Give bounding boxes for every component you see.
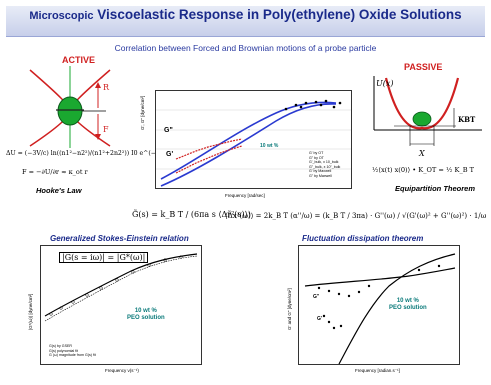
plot-br-svg xyxy=(304,253,456,365)
plot-top-frame: G" G' 10 wt % G' by OT G" by OT G'_bulk,… xyxy=(155,90,352,189)
passive-bead xyxy=(412,111,432,127)
plot-bl-svg xyxy=(44,253,198,322)
concentration-top: 10 wt % xyxy=(260,143,279,149)
equipartition-caption: Equipartition Theorem xyxy=(395,184,476,193)
curve-Gp-maxwell xyxy=(160,103,337,187)
legend-top-1: G" by OT xyxy=(309,155,324,160)
fdt-points xyxy=(317,264,441,330)
equation-gser: G̃(s) = k_B T / (6πa s ⟨Δr̃²(s)⟩) xyxy=(132,210,251,219)
gser-caption: Generalized Stokes-Einstein relation xyxy=(50,234,189,243)
plot-br-frame: G" G' 10 wt % PEO solution xyxy=(298,245,460,365)
potential-curve xyxy=(384,77,460,130)
label-X: X xyxy=(418,149,425,158)
legend-bl-2: G (ω) magnitude from G(s) fit xyxy=(49,353,96,357)
arrowhead-R xyxy=(95,82,101,88)
legend-top-3: G"_bulk, x 10"_bulk xyxy=(309,164,341,169)
curve-Gp-bulk xyxy=(175,145,243,174)
solution-bl: PEO solution xyxy=(127,315,165,321)
equation-potential: ΔU = (−3V/c) ln((n1²−n2²)/(n1²+2n2²)) I0… xyxy=(6,150,172,157)
active-label: ACTIVE xyxy=(62,55,96,65)
xlabel-bl: Frequency ν(s⁻¹) xyxy=(105,368,139,373)
optical-trap-diagram: R F xyxy=(29,66,111,148)
passive-label: PASSIVE xyxy=(404,62,443,72)
equation-gs-box: |G(s = iω)| = |G*(ω)| xyxy=(59,252,149,263)
ylabel-br: G' and G" [dyne/cm²] xyxy=(287,288,292,330)
legend-top-2: G'_bulk, x 10_bulk xyxy=(309,160,339,164)
concentration-bl-value: 10 wt % xyxy=(134,308,157,314)
concentration-bl: 10 wt % PEO solution xyxy=(127,308,165,322)
plot-top-svg xyxy=(156,99,351,187)
curve-Gpp-fit xyxy=(304,267,456,287)
hookes-law-caption: Hooke's Law xyxy=(36,186,82,195)
curve-G-magnitude xyxy=(44,255,198,322)
equation-fdt: ⟨Δx²(ω)⟩ = 2k_B T (α''/ω) = (k_B T / 3πa… xyxy=(225,212,487,220)
curve-Gpp-bulk xyxy=(175,138,243,160)
concentration-br-value: 10 wt % xyxy=(396,298,419,304)
label-F: F xyxy=(103,125,109,134)
plot-bl-frame: |G(s = iω)| = |G*(ω)| 10 wt % PEO soluti… xyxy=(40,245,202,365)
label-Gp-top: G' xyxy=(166,151,174,158)
legend-top-4: G' by Maxwell xyxy=(309,169,332,173)
legend-top: G' by OT G" by OT G'_bulk, x 10_bulk G"_… xyxy=(309,151,340,178)
solution-br: PEO solution xyxy=(389,305,427,311)
ot-points xyxy=(284,99,342,111)
equation-equipartition: ½⟨x(t) x(0)⟩ • K_OT = ½ K_B T xyxy=(372,166,475,174)
page-title: Microscopic Viscoelastic Response in Pol… xyxy=(0,7,491,22)
legend-bl-1: G(s) polynomial fit xyxy=(49,348,78,353)
curve-Gs-fit xyxy=(44,253,198,317)
ylabel-bl: |G*(ω)| [dyne/cm²] xyxy=(28,293,33,330)
label-Gpp-top: G" xyxy=(164,127,173,134)
probe-bead xyxy=(57,96,83,126)
xlabel-br: Frequency [radian.s⁻¹] xyxy=(355,368,400,373)
label-Gpp-br: G" xyxy=(313,294,320,300)
legend-top-5: G" by Maxwell xyxy=(309,173,332,178)
label-R: R xyxy=(103,83,110,92)
legend-bl: G(s) by GSER G(s) polynomial fit G (ω) m… xyxy=(49,344,96,358)
ylabel-top: G', G" [dyne/cm²] xyxy=(140,95,145,130)
gser-points xyxy=(49,255,183,316)
xlabel-top: Frequency [rad/sec] xyxy=(225,193,265,198)
plot-top-grid xyxy=(156,109,351,170)
potential-well-diagram: U(x) KBT X xyxy=(373,76,482,158)
label-Ux: U(x) xyxy=(376,79,394,88)
fdt-caption: Fluctuation dissipation theorem xyxy=(302,234,424,243)
concentration-br: 10 wt % PEO solution xyxy=(389,298,427,312)
title-prefix: Microscopic xyxy=(29,10,94,22)
label-Gp-br: G' xyxy=(317,316,323,322)
legend-bl-0: G(s) by GSER xyxy=(49,344,72,348)
curve-Gp-fit xyxy=(338,253,456,365)
equation-force: F = −∂U/∂r ≈ κ_ot r xyxy=(22,168,88,176)
label-KBT: KBT xyxy=(458,115,476,124)
arrowhead-F xyxy=(95,134,101,140)
title-main: Viscoelastic Response in Poly(ethylene) … xyxy=(97,7,462,22)
legend-top-0: G' by OT xyxy=(309,151,324,155)
curve-Gpp-maxwell xyxy=(160,101,337,180)
title-band xyxy=(6,6,485,37)
page-subtitle: Correlation between Forced and Brownian … xyxy=(114,43,377,53)
